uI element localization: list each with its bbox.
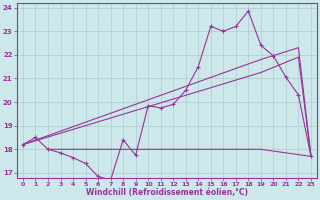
X-axis label: Windchill (Refroidissement éolien,°C): Windchill (Refroidissement éolien,°C) [86, 188, 248, 197]
